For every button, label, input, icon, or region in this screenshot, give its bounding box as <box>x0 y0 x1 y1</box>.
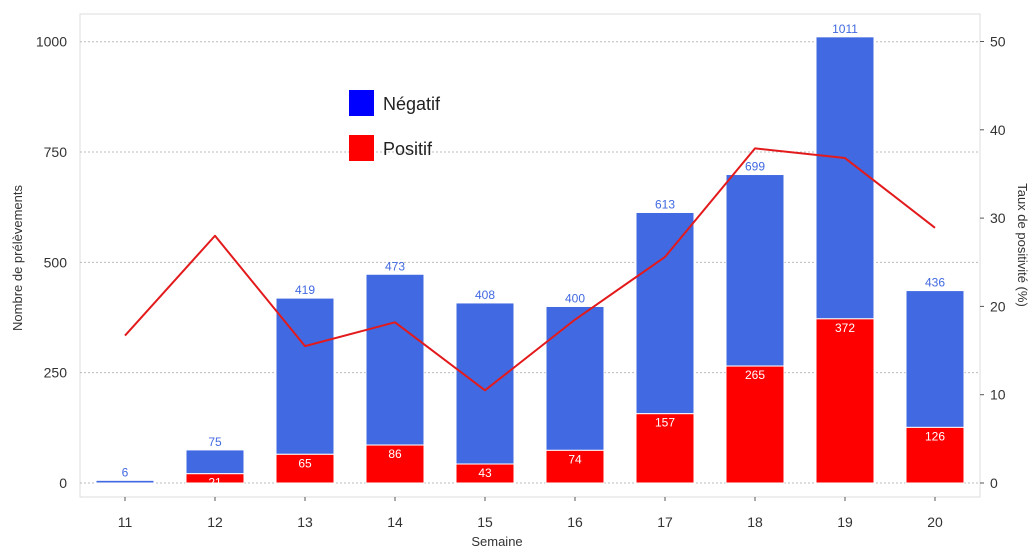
bar-positif <box>815 318 875 484</box>
bar-negatif <box>275 297 335 455</box>
total-label: 75 <box>208 435 222 449</box>
bar-positif <box>725 365 785 484</box>
x-tick-label: 14 <box>387 514 403 530</box>
bar-positif <box>185 473 245 484</box>
x-tick-label: 19 <box>837 514 853 530</box>
total-label: 408 <box>475 288 495 302</box>
total-label: 699 <box>745 160 765 174</box>
y2-axis-title: Taux de positivité (%) <box>1015 183 1029 307</box>
y2-tick-label: 40 <box>990 122 1006 138</box>
total-label: 436 <box>925 276 945 290</box>
y-tick-label: 750 <box>44 144 68 160</box>
y-tick-label: 0 <box>59 475 67 491</box>
positif-label: 372 <box>835 321 855 335</box>
bar-negatif <box>905 290 965 428</box>
y2-tick-label: 30 <box>990 210 1006 226</box>
legend-label-positif: Positif <box>383 139 433 159</box>
bar-positif <box>545 449 605 484</box>
x-tick-label: 12 <box>207 514 223 530</box>
positif-label: 74 <box>568 452 582 466</box>
bar-positif <box>635 413 695 484</box>
bar-negatif <box>95 479 155 484</box>
positif-label: 86 <box>388 447 402 461</box>
positif-label: 157 <box>655 416 675 430</box>
bar-negatif <box>815 36 875 320</box>
bar-positif <box>905 426 965 484</box>
bar-positif <box>365 444 425 484</box>
data-labels: 6 75 21 419 65 473 86 408 43 400 74 613 157 699 265 101… <box>122 22 946 490</box>
x-tick-label: 11 <box>118 514 133 530</box>
bar-negatif <box>455 302 515 465</box>
y-tick-label: 500 <box>44 254 68 270</box>
y2-tick-label: 50 <box>990 34 1006 50</box>
x-axis-title: Semaine <box>471 534 522 548</box>
axes: 0 250 500 750 1000 0 10 20 30 40 50 11 12 13 14 15 16 17 1… <box>36 34 1006 531</box>
y-axis-title: Nombre de prélèvements <box>10 185 25 331</box>
bar-negatif <box>635 211 695 415</box>
legend: Négatif Positif <box>349 90 441 161</box>
plot-border <box>79 13 981 498</box>
total-label: 473 <box>385 259 405 273</box>
positivity-line <box>124 147 936 392</box>
total-label: 1011 <box>832 22 858 36</box>
y2-tick-label: 10 <box>990 387 1006 403</box>
positif-label: 21 <box>208 476 222 490</box>
x-tick-label: 20 <box>927 514 943 530</box>
total-label: 400 <box>565 291 585 305</box>
y-tick-label: 1000 <box>36 34 67 50</box>
bar-negatif <box>545 305 605 451</box>
total-label: 419 <box>295 283 315 297</box>
legend-swatch-negatif <box>349 90 374 116</box>
total-label: 613 <box>655 197 675 211</box>
positivity-line-path <box>124 147 936 392</box>
positif-label: 265 <box>745 368 765 382</box>
bar-negatif <box>185 449 245 475</box>
total-label: 6 <box>122 465 129 479</box>
bar-positif <box>275 453 335 484</box>
x-tick-label: 18 <box>747 514 763 530</box>
bar-negatif <box>365 273 425 446</box>
positif-label: 65 <box>298 456 312 470</box>
positif-label: 126 <box>925 429 945 443</box>
positif-label: 43 <box>478 466 492 480</box>
x-tick-label: 15 <box>477 514 493 530</box>
legend-swatch-positif <box>349 135 374 161</box>
bar-negatif <box>725 174 785 367</box>
x-tick-label: 16 <box>567 514 583 530</box>
y2-tick-label: 20 <box>990 298 1006 314</box>
y2-tick-label: 0 <box>990 475 998 491</box>
x-tick-label: 17 <box>657 514 673 530</box>
bar-positif <box>455 463 515 484</box>
legend-label-negatif: Négatif <box>383 94 441 114</box>
x-tick-label: 13 <box>297 514 313 530</box>
y-tick-label: 250 <box>44 365 68 381</box>
bars <box>95 36 965 484</box>
